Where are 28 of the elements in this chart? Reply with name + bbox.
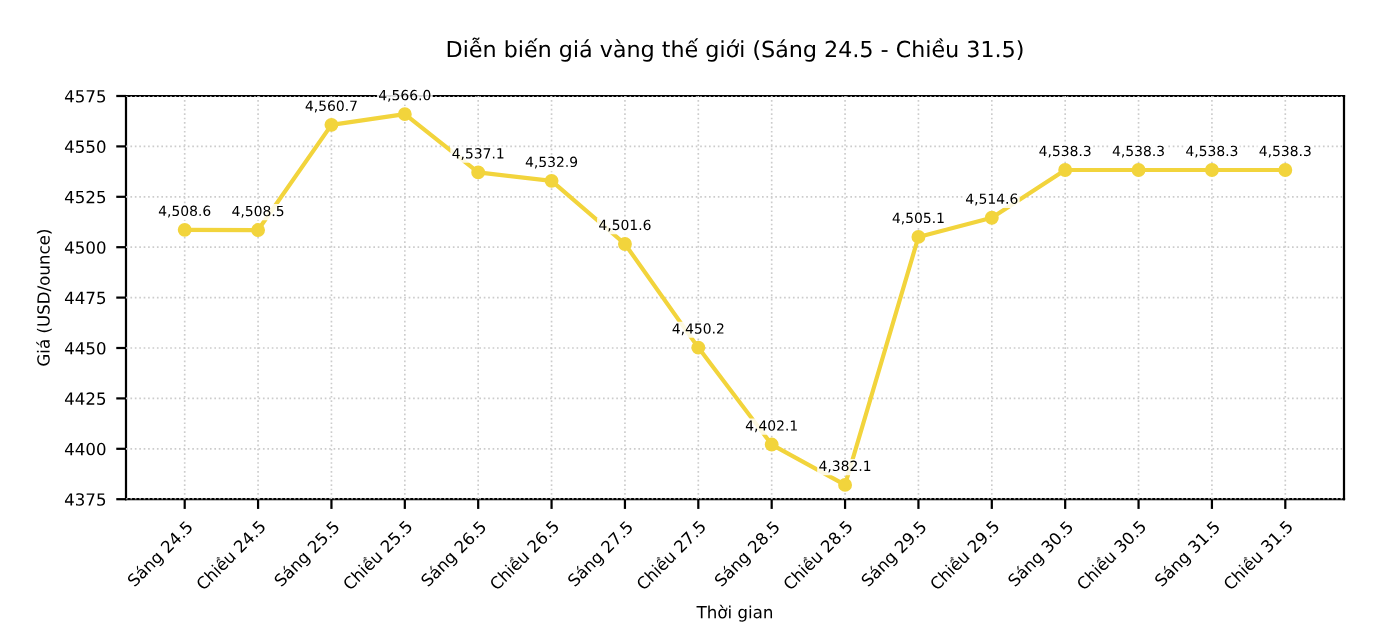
point xyxy=(471,165,486,180)
point xyxy=(544,173,559,188)
y-tick-label: 4525 xyxy=(64,190,106,204)
point xyxy=(397,107,412,122)
point xyxy=(764,437,779,452)
point xyxy=(984,210,999,225)
point xyxy=(1278,163,1293,177)
y-tick-label: 4575 xyxy=(64,90,106,103)
y-tick-label: 4400 xyxy=(64,442,106,456)
chart-title: Diễn biến giá vàng thế giới (Sáng 24.5 - Chiều 31.5) xyxy=(447,37,1023,62)
point xyxy=(1204,163,1219,177)
point xyxy=(911,229,926,244)
y-tick-label: 4425 xyxy=(64,392,106,405)
y-axis-title: Giá (USD/ounce) xyxy=(36,230,52,366)
point xyxy=(251,223,266,238)
point xyxy=(617,237,632,251)
point xyxy=(838,477,853,492)
y-tick-label: 4450 xyxy=(64,341,106,355)
point xyxy=(1131,163,1146,177)
y-tick-label: 4375 xyxy=(64,493,106,506)
point xyxy=(691,340,706,355)
y-tick-label: 4500 xyxy=(64,241,106,254)
point xyxy=(177,222,192,237)
point xyxy=(324,117,339,132)
y-tick-label: 4475 xyxy=(64,291,106,305)
y-tick-label: 4550 xyxy=(64,140,106,153)
point xyxy=(1058,163,1073,177)
x-axis-title: Thời gian xyxy=(696,604,773,622)
